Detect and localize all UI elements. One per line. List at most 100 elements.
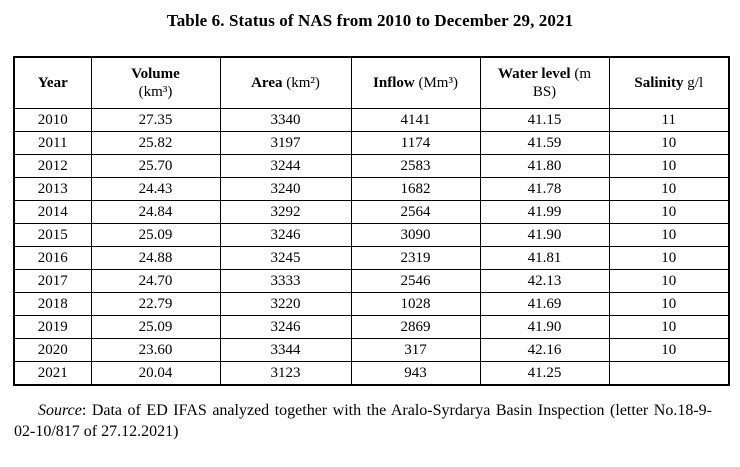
table-body: 2010 27.35 3340 4141 41.15 11 2011 25.82… [13, 108, 730, 386]
cell-water-level: 42.13 [479, 269, 610, 293]
cell-salinity: 11 [608, 108, 730, 132]
col-header-year: Year [13, 56, 92, 109]
cell-salinity: 10 [608, 338, 730, 362]
cell-salinity: 10 [608, 131, 730, 155]
cell-salinity: 10 [608, 315, 730, 339]
cell-area: 3245 [219, 246, 352, 270]
cell-volume: 25.09 [90, 315, 221, 339]
cell-salinity: 10 [608, 177, 730, 201]
cell-area: 3344 [219, 338, 352, 362]
cell-volume: 25.70 [90, 154, 221, 178]
cell-year: 2013 [13, 177, 92, 201]
table-caption: Table 6. Status of NAS from 2010 to Dece… [166, 11, 574, 30]
cell-volume: 24.88 [90, 246, 221, 270]
header-unit: (m BS) [532, 66, 592, 100]
cell-year: 2016 [13, 246, 92, 270]
table-row: 2015 25.09 3246 3090 41.90 10 [13, 223, 730, 247]
cell-volume: 24.43 [90, 177, 221, 201]
cell-volume: 22.79 [90, 292, 221, 316]
col-header-water-level: Water level (m BS) [479, 56, 610, 109]
cell-area: 3246 [219, 223, 352, 247]
cell-year: 2018 [13, 292, 92, 316]
cell-year: 2021 [13, 361, 92, 386]
table-row: 2017 24.70 3333 2546 42.13 10 [13, 269, 730, 293]
cell-year: 2012 [13, 154, 92, 178]
cell-area: 3246 [219, 315, 352, 339]
cell-area: 3240 [219, 177, 352, 201]
cell-water-level: 41.90 [479, 223, 610, 247]
table-row: 2021 20.04 3123 943 41.25 [13, 361, 730, 386]
header-unit: (km²) [282, 75, 320, 91]
cell-inflow: 2564 [350, 200, 481, 224]
cell-inflow: 2546 [350, 269, 481, 293]
cell-year: 2019 [13, 315, 92, 339]
cell-volume: 25.82 [90, 131, 221, 155]
table-row: 2019 25.09 3246 2869 41.90 10 [13, 315, 730, 339]
header-label: Area [251, 75, 283, 91]
source-text: : Data of ED IFAS analyzed together with… [14, 402, 712, 441]
cell-water-level: 42.16 [479, 338, 610, 362]
nas-status-table: Year Volume (km³) Area (km²) Inflow (Mm³)… [13, 56, 730, 386]
table-row: 2011 25.82 3197 1174 41.59 10 [13, 131, 730, 155]
col-header-salinity: Salinity g/l [608, 56, 730, 109]
cell-year: 2010 [13, 108, 92, 132]
cell-water-level: 41.81 [479, 246, 610, 270]
cell-inflow: 1682 [350, 177, 481, 201]
cell-volume: 23.60 [90, 338, 221, 362]
cell-water-level: 41.69 [479, 292, 610, 316]
cell-salinity: 10 [608, 246, 730, 270]
source-label: Source [38, 402, 82, 419]
cell-area: 3220 [219, 292, 352, 316]
cell-area: 3123 [219, 361, 352, 386]
cell-inflow: 943 [350, 361, 481, 386]
cell-inflow: 2319 [350, 246, 481, 270]
cell-inflow: 2869 [350, 315, 481, 339]
header-label: Water level [497, 66, 571, 82]
col-header-inflow: Inflow (Mm³) [350, 56, 481, 109]
cell-inflow: 1174 [350, 131, 481, 155]
cell-water-level: 41.15 [479, 108, 610, 132]
cell-water-level: 41.78 [479, 177, 610, 201]
header-label: Salinity [634, 75, 684, 91]
cell-inflow: 3090 [350, 223, 481, 247]
cell-water-level: 41.80 [479, 154, 610, 178]
cell-year: 2017 [13, 269, 92, 293]
cell-water-level: 41.90 [479, 315, 610, 339]
cell-area: 3292 [219, 200, 352, 224]
cell-volume: 24.70 [90, 269, 221, 293]
header-unit: (Mm³) [414, 75, 458, 91]
cell-salinity: 10 [608, 223, 730, 247]
header-unit: (km³) [138, 84, 173, 100]
cell-area: 3244 [219, 154, 352, 178]
cell-year: 2014 [13, 200, 92, 224]
col-header-area: Area (km²) [219, 56, 352, 109]
header-unit: g/l [683, 75, 704, 91]
cell-water-level: 41.25 [479, 361, 610, 386]
cell-year: 2015 [13, 223, 92, 247]
header-row: Year Volume (km³) Area (km²) Inflow (Mm³)… [13, 56, 730, 109]
cell-year: 2020 [13, 338, 92, 362]
cell-salinity: 10 [608, 292, 730, 316]
table-row: 2018 22.79 3220 1028 41.69 10 [13, 292, 730, 316]
header-label: Inflow [373, 75, 415, 91]
header-label: Year [37, 75, 68, 91]
cell-year: 2011 [13, 131, 92, 155]
cell-volume: 20.04 [90, 361, 221, 386]
cell-salinity: 10 [608, 200, 730, 224]
table-header: Year Volume (km³) Area (km²) Inflow (Mm³)… [13, 56, 730, 109]
cell-volume: 25.09 [90, 223, 221, 247]
cell-area: 3197 [219, 131, 352, 155]
cell-water-level: 41.99 [479, 200, 610, 224]
cell-area: 3340 [219, 108, 352, 132]
table-row: 2012 25.70 3244 2583 41.80 10 [13, 154, 730, 178]
table-row: 2016 24.88 3245 2319 41.81 10 [13, 246, 730, 270]
cell-salinity: 10 [608, 269, 730, 293]
table-row: 2014 24.84 3292 2564 41.99 10 [13, 200, 730, 224]
cell-volume: 27.35 [90, 108, 221, 132]
cell-salinity [608, 361, 730, 386]
cell-water-level: 41.59 [479, 131, 610, 155]
col-header-volume: Volume (km³) [90, 56, 221, 109]
cell-inflow: 317 [350, 338, 481, 362]
cell-inflow: 2583 [350, 154, 481, 178]
